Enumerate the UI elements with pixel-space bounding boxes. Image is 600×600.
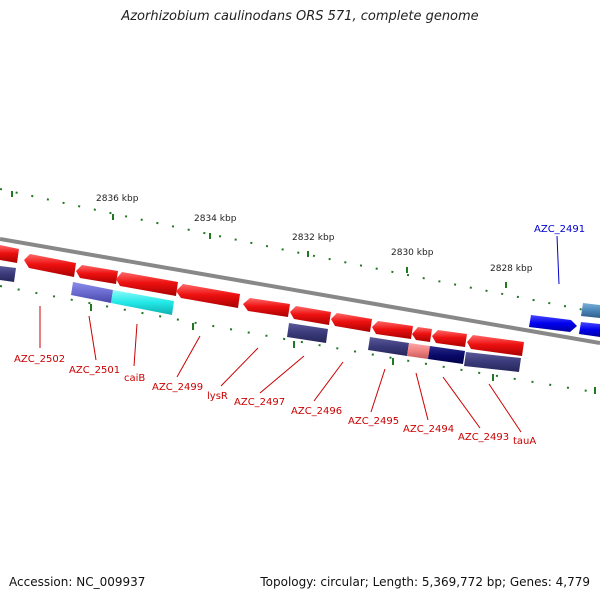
cog-block-AZC_2493[interactable] [428, 346, 465, 364]
gene-arrow-AZC_2491[interactable] [529, 315, 577, 332]
gene-arrow-lysR[interactable] [243, 298, 290, 317]
cog-block-left-edge[interactable] [0, 266, 16, 282]
gene-arrow-right-edge-blue[interactable] [579, 322, 600, 337]
leader-AZC_2493 [442, 376, 481, 429]
gene-arrow-AZC_2494[interactable] [412, 327, 432, 342]
ruler-label-2830: 2830 kbp [391, 248, 434, 258]
genome-summary-text: Topology: circular; Length: 5,369,772 bp… [260, 575, 590, 589]
gene-arrow-AZC_2493[interactable] [432, 330, 467, 347]
leader-AZC_2491 [556, 235, 560, 285]
reverse-strand-genes [0, 245, 524, 356]
leader-tauA [488, 383, 522, 433]
cog-colored-genes [0, 266, 600, 372]
cog-block-AZC_2501[interactable] [71, 282, 113, 303]
gene-label-AZC_2493[interactable]: AZC_2493 [458, 432, 509, 443]
gene-label-AZC_2501[interactable]: AZC_2501 [69, 365, 120, 376]
outer-major-ticks [11, 191, 507, 288]
gene-arrow-left-edge[interactable] [0, 245, 19, 263]
gene-label-AZC_2496[interactable]: AZC_2496 [291, 406, 342, 417]
gene-arrow-AZC_2496[interactable] [331, 313, 372, 332]
gene-arrow-AZC_2501-upper[interactable] [76, 265, 118, 284]
inner-major-ticks [90, 304, 596, 394]
gene-label-AZC_2497[interactable]: AZC_2497 [234, 397, 285, 408]
accession-text: Accession: NC_009937 [9, 575, 146, 589]
gene-label-tauA[interactable]: tauA [513, 436, 536, 447]
gene-arrow-AZC_2495[interactable] [372, 321, 413, 339]
cog-block-tauA[interactable] [464, 352, 521, 372]
gene-arrow-AZC_2497[interactable] [290, 306, 331, 325]
leader-lysR [220, 347, 259, 387]
forward-strand-genes [529, 315, 600, 337]
leader-AZC_2497 [259, 355, 305, 394]
label-leader-lines [39, 306, 522, 433]
gene-arrow-caiB-upper[interactable] [116, 272, 178, 296]
leader-AZC_2499 [176, 335, 201, 378]
leader-caiB [133, 323, 138, 367]
leader-AZC_2495 [370, 368, 386, 413]
gene-label-AZC_2502[interactable]: AZC_2502 [14, 354, 65, 365]
ruler-label-2828: 2828 kbp [490, 264, 533, 274]
ruler-label-2832: 2832 kbp [292, 233, 335, 243]
leader-AZC_2496 [313, 361, 344, 402]
cog-block-AZC_2495[interactable] [368, 337, 409, 356]
gene-arrow-AZC_2502[interactable] [24, 254, 76, 277]
gene-label-AZC_2491[interactable]: AZC_2491 [534, 224, 585, 235]
cog-block-caiB[interactable] [111, 290, 174, 315]
map-title: Azorhizobium caulinodans ORS 571, comple… [121, 9, 479, 24]
ruler-label-2834: 2834 kbp [194, 214, 237, 224]
cog-block-AZC_2497[interactable] [287, 323, 328, 343]
leader-AZC_2501 [88, 315, 97, 361]
cog-block-AZC_2494[interactable] [407, 343, 430, 359]
gene-label-lysR[interactable]: lysR [207, 391, 228, 402]
gene-label-AZC_2495[interactable]: AZC_2495 [348, 416, 399, 427]
leader-AZC_2494 [415, 372, 429, 421]
gc-skew-inner-track [0, 285, 600, 394]
genome-backbone [0, 237, 600, 345]
gene-arrow-AZC_2499[interactable] [176, 284, 240, 308]
gene-label-AZC_2499[interactable]: AZC_2499 [152, 382, 203, 393]
gene-label-caiB[interactable]: caiB [124, 373, 145, 384]
ruler-label-2836: 2836 kbp [96, 194, 139, 204]
gc-skew-inner-path [0, 285, 600, 394]
gene-arrow-tauA[interactable] [467, 335, 524, 356]
gene-label-AZC_2494[interactable]: AZC_2494 [403, 424, 454, 435]
cog-block-right-edge[interactable] [581, 303, 600, 318]
